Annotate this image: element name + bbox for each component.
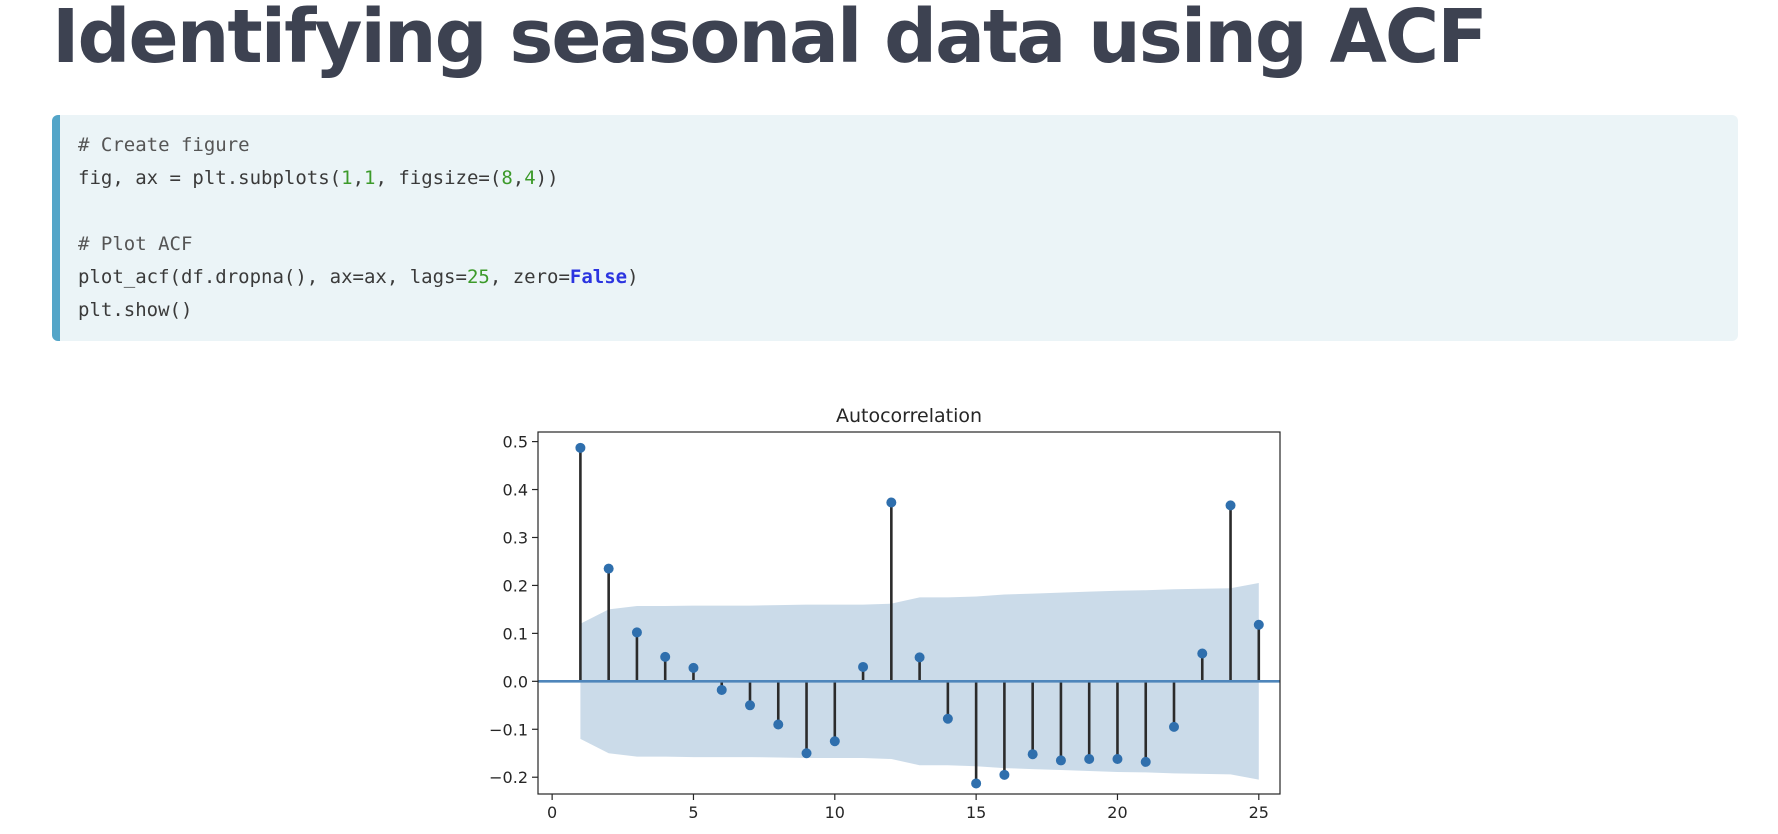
code-token-plain: plot_acf(df.dropna(), ax=ax, lags= — [78, 266, 467, 288]
code-line — [78, 195, 1738, 228]
code-token-plain: ) — [627, 266, 639, 288]
stem-marker — [688, 662, 699, 673]
code-line: # Plot ACF — [78, 228, 1738, 261]
code-token-kw: False — [569, 266, 628, 288]
y-tick-label: −0.1 — [489, 720, 528, 739]
code-line: plt.show() — [78, 294, 1738, 327]
x-tick-label: 5 — [688, 803, 698, 822]
stem-marker — [829, 736, 840, 747]
stem-marker — [886, 497, 897, 508]
code-token-plain: fig, ax = plt.subplots( — [78, 167, 342, 189]
plot-frame — [537, 431, 1281, 795]
code-token-plain: , — [512, 167, 525, 189]
stem-marker — [1197, 648, 1208, 659]
code-token-plain: )) — [535, 167, 559, 189]
y-tick-label: 0.2 — [503, 576, 528, 595]
stem-marker — [575, 442, 586, 453]
stem-marker — [999, 769, 1010, 780]
x-tick-label: 0 — [547, 803, 557, 822]
x-tick-label: 25 — [1249, 803, 1269, 822]
y-tick-label: 0.5 — [503, 433, 528, 452]
stem-marker — [1112, 753, 1123, 764]
code-token-num: 4 — [524, 167, 536, 189]
code-token-comment: # Create figure — [78, 134, 250, 156]
code-token-comment: # Plot ACF — [78, 233, 193, 255]
code-token-plain: plt.show() — [78, 299, 193, 321]
y-tick-label: 0.1 — [503, 624, 528, 643]
stem-marker — [801, 748, 812, 759]
x-tick-label: 20 — [1107, 803, 1127, 822]
stem-marker — [716, 684, 727, 695]
stem-marker — [971, 778, 982, 789]
code-token-plain: , figsize=( — [375, 167, 502, 189]
stem-marker — [858, 661, 869, 672]
stem-marker — [1169, 721, 1179, 732]
stem-marker — [1027, 749, 1038, 760]
code-token-num: 1 — [364, 167, 376, 189]
stem-marker — [631, 627, 642, 638]
code-token-plain: , zero= — [489, 266, 570, 288]
code-line: # Create figure — [78, 129, 1738, 162]
stem-marker — [1225, 500, 1236, 511]
chart-title: Autocorrelation — [836, 405, 982, 427]
code-token-plain: , — [352, 167, 365, 189]
x-tick-label: 10 — [825, 803, 845, 822]
y-tick-label: 0.0 — [503, 672, 528, 691]
stem-marker — [745, 700, 755, 711]
stem-marker — [914, 652, 925, 663]
code-token-num: 1 — [341, 167, 353, 189]
stem-marker — [773, 719, 784, 730]
y-tick-label: 0.4 — [503, 481, 528, 500]
code-line: plot_acf(df.dropna(), ax=ax, lags=25, ze… — [78, 261, 1738, 294]
y-tick-label: −0.2 — [489, 768, 528, 787]
slide-title: Identifying seasonal data using ACF — [52, 0, 1488, 80]
stem-marker — [603, 563, 614, 574]
stem-marker — [1084, 753, 1095, 764]
acf-chart: Autocorrelation 0 5 10 15 20 25 −0.2 −0.1 0.0 0.1 0… — [489, 405, 1281, 822]
stem-marker — [1055, 755, 1066, 766]
stem-marker — [660, 651, 671, 662]
code-token-num: 8 — [501, 167, 513, 189]
code-block: # Create figure fig, ax = plt.subplots(1,… — [52, 115, 1738, 341]
stem-marker — [942, 713, 953, 724]
x-tick-label: 15 — [966, 803, 986, 822]
y-tick-label: 0.3 — [503, 528, 528, 547]
code-line: fig, ax = plt.subplots(1,1, figsize=(8,4… — [78, 162, 1738, 195]
code-token-num: 25 — [466, 266, 490, 288]
stem-marker — [1253, 619, 1264, 630]
stem-marker — [1140, 756, 1151, 767]
